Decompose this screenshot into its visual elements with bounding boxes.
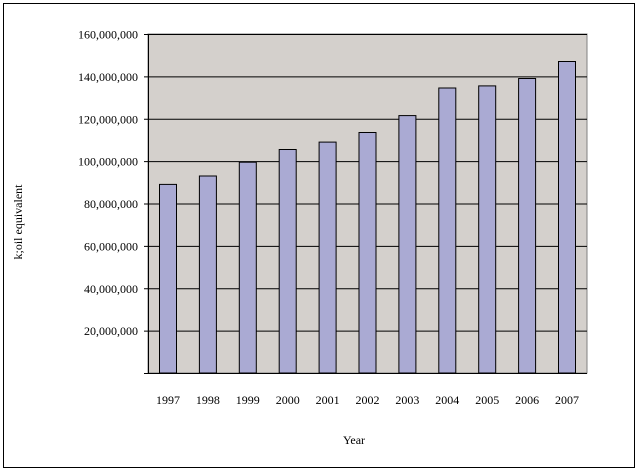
x-tick-label: 2006 <box>515 393 539 407</box>
y-tick-labels: 20,000,000 40,000,000 60,000,000 80,000,000… <box>78 28 138 339</box>
x-tick-label: 2001 <box>316 393 340 407</box>
bar-2005 <box>478 85 497 374</box>
bar-1997 <box>159 183 177 374</box>
y-tick-label: 80,000,000 <box>84 197 138 211</box>
bar-2003 <box>398 115 417 374</box>
bar-2006 <box>518 78 537 374</box>
y-tick-label: 100,000,000 <box>78 155 138 169</box>
bar-2000 <box>278 149 297 374</box>
x-tick-label: 2002 <box>356 393 380 407</box>
x-tick-label: 2004 <box>435 393 459 407</box>
x-tick-labels: 1997 1998 1999 2000 2001 2002 2003 2004 2005 2006… <box>156 393 579 407</box>
bar-2004 <box>438 87 457 374</box>
bar-2001 <box>318 141 337 374</box>
y-tick-label: 60,000,000 <box>84 239 138 253</box>
x-tick-label: 2000 <box>276 393 300 407</box>
bars <box>159 61 576 374</box>
y-axis-title: k;oil equivalent <box>11 184 25 260</box>
y-tick-label: 140,000,000 <box>78 70 138 84</box>
x-tick-label: 2005 <box>475 393 499 407</box>
bar-2002 <box>358 132 377 374</box>
bar-1999 <box>238 161 257 374</box>
x-tick-label: 1999 <box>236 393 260 407</box>
y-tick-label: 120,000,000 <box>78 112 138 126</box>
x-axis-title: Year <box>343 433 365 447</box>
x-tick-label: 1997 <box>156 393 180 407</box>
bar-2007 <box>558 61 576 374</box>
bar-1998 <box>198 175 217 374</box>
y-tick-label: 160,000,000 <box>78 28 138 42</box>
x-tick-label: 2003 <box>395 393 419 407</box>
x-tick-label: 1998 <box>196 393 220 407</box>
y-tick-label: 40,000,000 <box>84 282 138 296</box>
y-tick-label: 20,000,000 <box>84 324 138 338</box>
x-tick-label: 2007 <box>555 393 579 407</box>
